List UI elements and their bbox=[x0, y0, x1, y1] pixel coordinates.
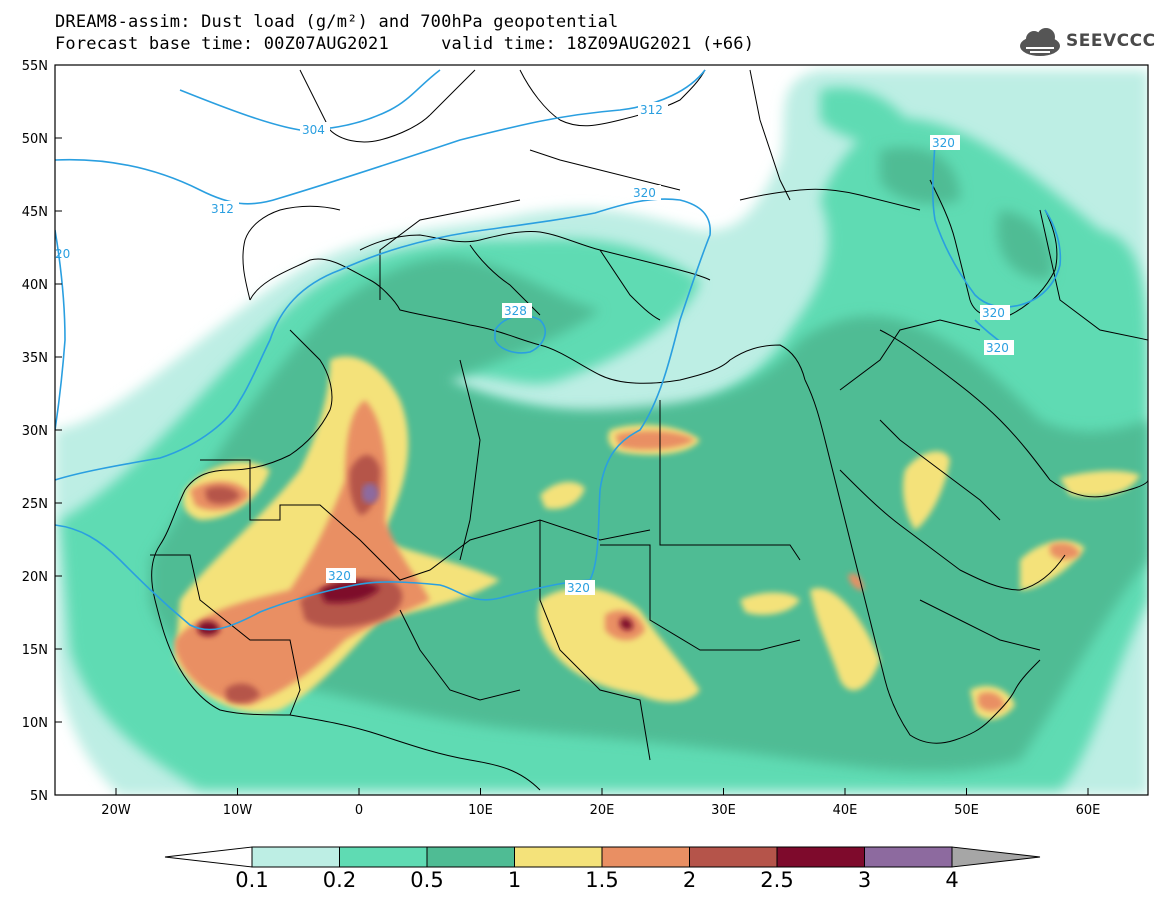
colorbar-swatch bbox=[339, 846, 428, 868]
colorbar-swatch bbox=[514, 846, 603, 868]
colorbar-over-triangle bbox=[951, 846, 1041, 868]
longitude-axis: 20W 10W 0 10E 20E 30E 40E 50E 60E bbox=[101, 788, 1100, 818]
dust-band-2.5 bbox=[198, 580, 633, 636]
lon-tick-label: 0 bbox=[355, 803, 363, 818]
lat-tick-label: 55N bbox=[22, 59, 48, 74]
contour-label: 312 bbox=[638, 102, 668, 117]
contour-label-312: 312 bbox=[640, 103, 663, 117]
colorbar-label: 2 bbox=[682, 868, 697, 892]
lon-tick-label: 60E bbox=[1076, 803, 1101, 818]
lat-tick-label: 15N bbox=[22, 643, 48, 658]
contour-label-edge: 20 bbox=[55, 247, 70, 261]
lat-tick-label: 10N bbox=[22, 716, 48, 731]
contour-label: 312 bbox=[209, 201, 239, 216]
colorbar-label: 2.5 bbox=[760, 868, 794, 892]
title-line-1: DREAM8-assim: Dust load (g/m²) and 700hP… bbox=[55, 12, 619, 32]
contour-label-304: 304 bbox=[302, 123, 325, 137]
colorbar bbox=[164, 846, 1041, 868]
colorbar-label: 0.1 bbox=[235, 868, 269, 892]
lat-tick-label: 5N bbox=[30, 789, 48, 804]
lat-tick-label: 35N bbox=[22, 351, 48, 366]
lon-tick-label: 10W bbox=[223, 803, 253, 818]
colorbar-swatch bbox=[864, 846, 953, 868]
lon-tick-label: 30E bbox=[711, 803, 736, 818]
contour-label: 320 bbox=[326, 568, 356, 583]
colorbar-swatch bbox=[426, 846, 515, 868]
lon-tick-label: 20W bbox=[101, 803, 131, 818]
contour-label-320-iran: 320 bbox=[982, 306, 1005, 320]
contour-label-320-gulf: 320 bbox=[986, 341, 1009, 355]
contour-label: 328 bbox=[502, 303, 532, 318]
contour-label-320-chad: 320 bbox=[567, 581, 590, 595]
coastlines-and-borders bbox=[150, 69, 1148, 791]
lat-tick-label: 30N bbox=[22, 424, 48, 439]
lat-tick-label: 40N bbox=[22, 278, 48, 293]
lon-tick-label: 40E bbox=[833, 803, 858, 818]
contour-label: 320 bbox=[984, 340, 1014, 355]
seevccc-logo bbox=[1020, 28, 1060, 56]
colorbar-label: 3 bbox=[857, 868, 872, 892]
latitude-axis: 55N 50N 45N 40N 35N 30N 25N 20N 15N 10N 5N bbox=[22, 59, 62, 804]
colorbar-swatch bbox=[601, 846, 690, 868]
contour-label-320-balkans: 320 bbox=[633, 186, 656, 200]
lon-tick-label: 10E bbox=[468, 803, 493, 818]
contour-label: 304 bbox=[300, 122, 330, 137]
contour-label-328: 328 bbox=[504, 304, 527, 318]
colorbar-swatch bbox=[776, 846, 865, 868]
colorbar-under-triangle bbox=[164, 846, 253, 868]
contour-labels: 304 312 312 320 320 320 320 320 328 320 … bbox=[55, 102, 1014, 595]
contour-label-312-west: 312 bbox=[211, 202, 234, 216]
contour-label-320-caspian: 320 bbox=[932, 136, 955, 150]
geopotential-contours bbox=[55, 69, 1062, 631]
colorbar-swatch bbox=[251, 846, 340, 868]
colorbar-label: 1 bbox=[507, 868, 522, 892]
lat-tick-label: 45N bbox=[22, 205, 48, 220]
contour-label: 320 bbox=[631, 185, 661, 200]
lat-tick-label: 25N bbox=[22, 497, 48, 512]
lat-tick-label: 20N bbox=[22, 570, 48, 585]
lat-tick-label: 50N bbox=[22, 132, 48, 147]
title-line-2: Forecast base time: 00Z07AUG2021 valid t… bbox=[55, 34, 755, 54]
colorbar-label: 0.2 bbox=[322, 868, 357, 892]
contour-label-320-sahara: 320 bbox=[328, 569, 351, 583]
colorbar-label: 1.5 bbox=[585, 868, 619, 892]
dust-band-0.5 bbox=[150, 147, 1148, 772]
lon-tick-label: 50E bbox=[954, 803, 979, 818]
dust-band-3 bbox=[362, 483, 379, 504]
contour-label: 320 bbox=[930, 135, 960, 150]
colorbar-label: 0.5 bbox=[410, 868, 444, 892]
logo-text: SEEVCCC bbox=[1066, 31, 1156, 51]
lon-tick-label: 20E bbox=[590, 803, 615, 818]
contour-label: 320 bbox=[980, 305, 1010, 320]
colorbar-swatch bbox=[689, 846, 778, 868]
contour-label: 320 bbox=[565, 580, 595, 595]
colorbar-label: 4 bbox=[945, 868, 959, 892]
cloud-icon bbox=[1020, 28, 1060, 56]
